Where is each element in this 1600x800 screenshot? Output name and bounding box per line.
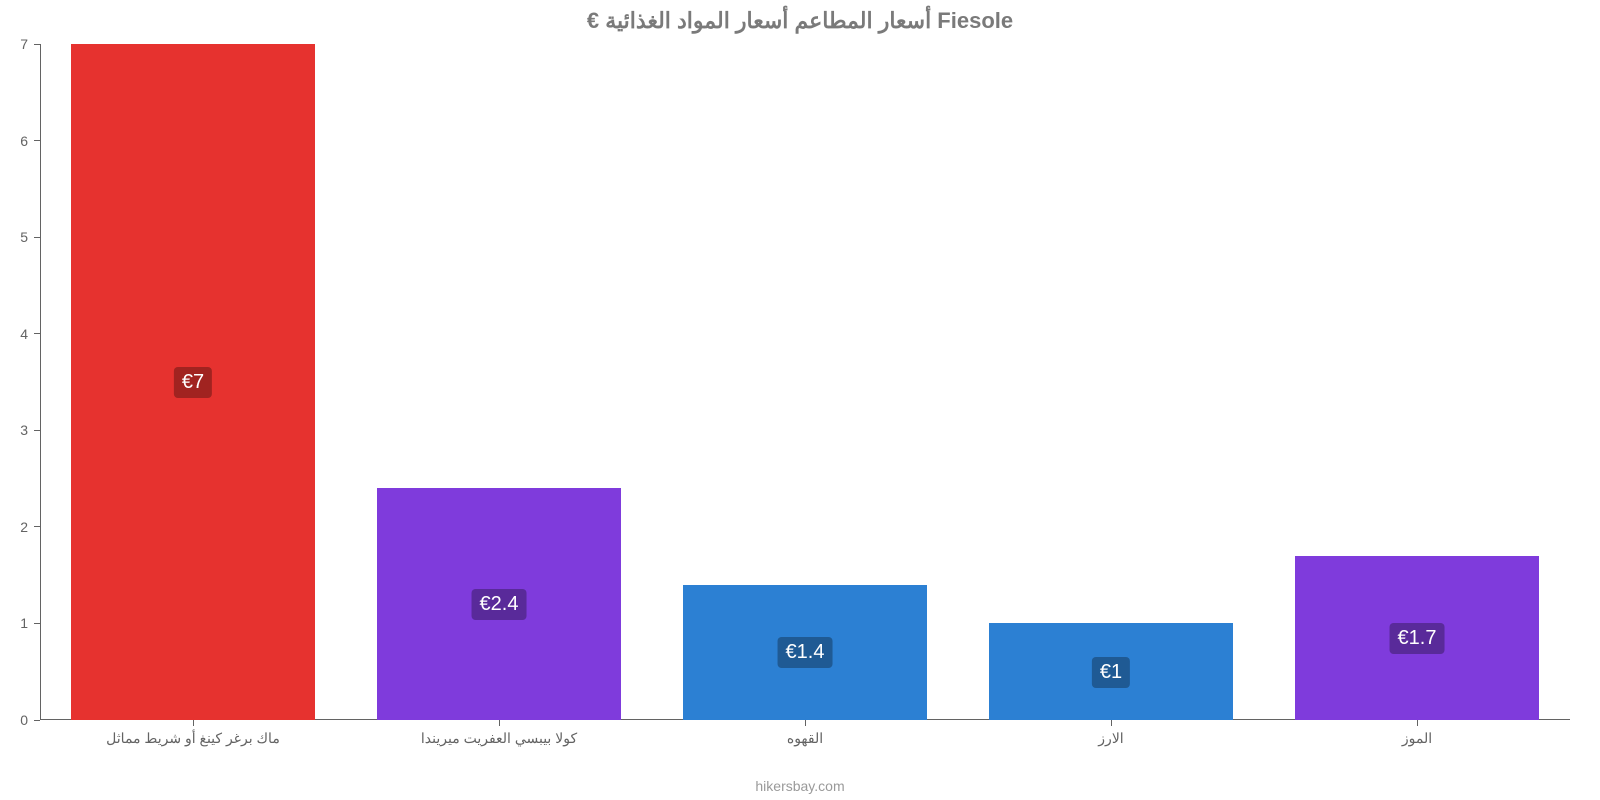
- y-tick: [34, 333, 40, 334]
- y-tick-label: 1: [0, 615, 28, 631]
- x-tick: [193, 720, 194, 726]
- y-tick-label: 7: [0, 36, 28, 52]
- y-tick-label: 3: [0, 422, 28, 438]
- y-tick: [34, 720, 40, 721]
- y-axis-line: [40, 44, 41, 720]
- value-badge: €7: [174, 367, 212, 398]
- y-tick-label: 4: [0, 326, 28, 342]
- y-tick: [34, 526, 40, 527]
- y-tick: [34, 44, 40, 45]
- chart-title: € أسعار المطاعم أسعار المواد الغذائية Fi…: [0, 8, 1600, 34]
- value-badge: €1.7: [1390, 623, 1445, 654]
- value-badge: €2.4: [472, 589, 527, 620]
- credit-text: hikersbay.com: [0, 778, 1600, 794]
- value-badge: €1: [1092, 657, 1130, 688]
- x-tick: [499, 720, 500, 726]
- y-tick: [34, 237, 40, 238]
- x-tick-label: كولا بيبسي العفريت ميريندا: [421, 730, 577, 747]
- chart-container: € أسعار المطاعم أسعار المواد الغذائية Fi…: [0, 0, 1600, 800]
- y-tick: [34, 140, 40, 141]
- x-tick: [1111, 720, 1112, 726]
- plot-area: 01234567ماك برغر كينغ أو شريط مماثل€7كول…: [40, 44, 1570, 720]
- x-tick-label: ماك برغر كينغ أو شريط مماثل: [106, 730, 280, 747]
- x-tick-label: الموز: [1402, 730, 1432, 747]
- y-tick-label: 0: [0, 712, 28, 728]
- y-tick-label: 6: [0, 133, 28, 149]
- y-tick-label: 5: [0, 229, 28, 245]
- x-tick: [805, 720, 806, 726]
- x-tick-label: القهوه: [787, 730, 823, 747]
- x-tick: [1417, 720, 1418, 726]
- x-tick-label: الارز: [1098, 730, 1123, 747]
- value-badge: €1.4: [778, 637, 833, 668]
- y-tick: [34, 430, 40, 431]
- y-tick-label: 2: [0, 519, 28, 535]
- y-tick: [34, 623, 40, 624]
